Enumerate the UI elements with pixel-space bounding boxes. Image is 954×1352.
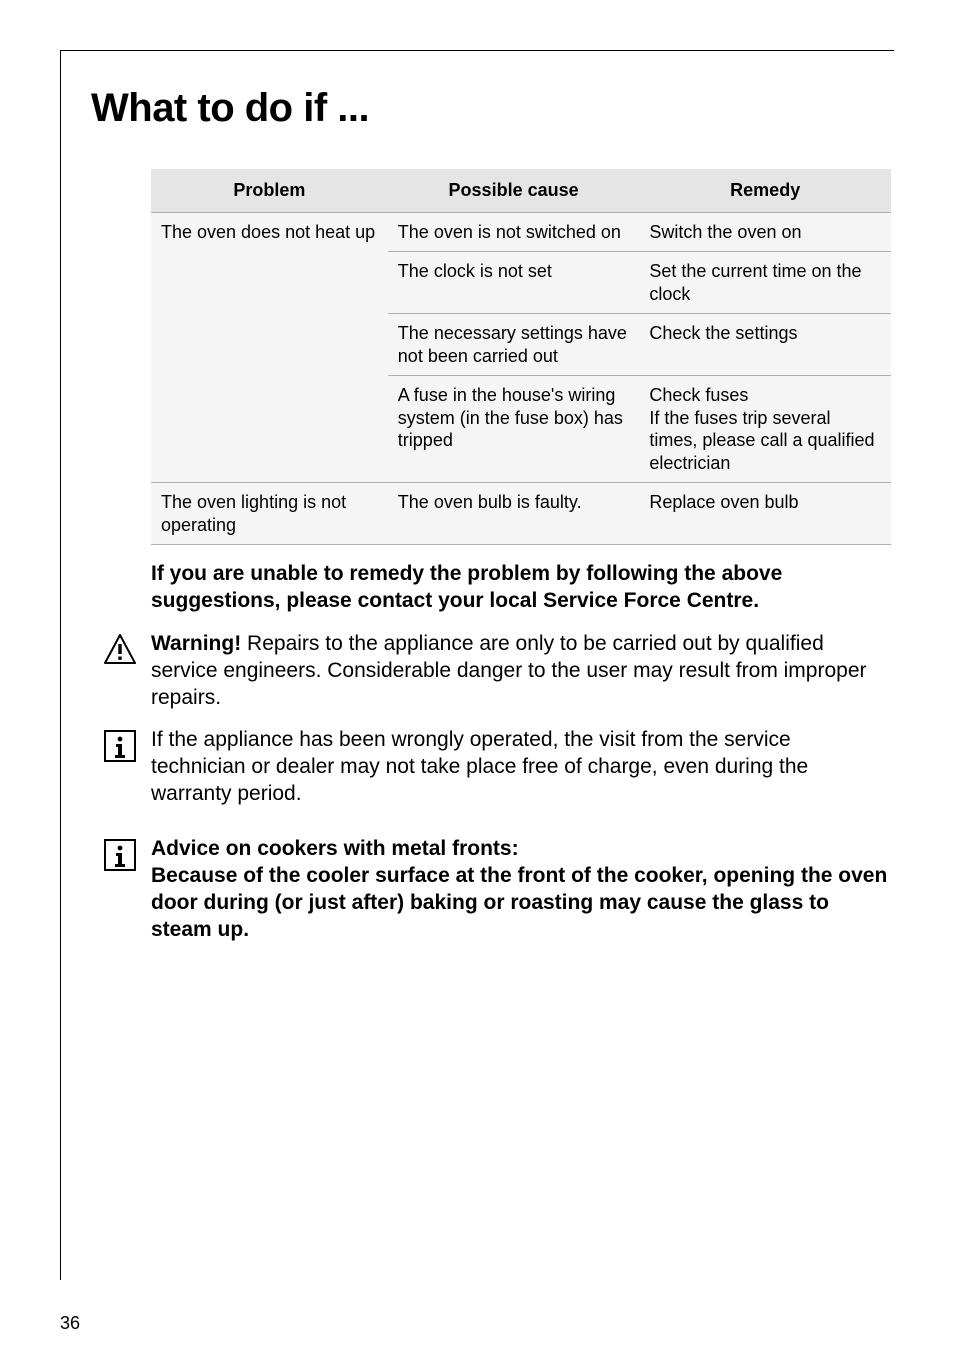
cell-remedy-3: Check the settings [639,314,891,376]
advice-text: Advice on cookers with metal fronts: Bec… [151,836,891,944]
cell-remedy-4: Check fuses If the fuses trip several ti… [639,376,891,483]
content-frame: What to do if ... Problem Possible cause… [60,50,894,1280]
contact-service-para: If you are unable to remedy the problem … [151,561,891,615]
info-icon [103,729,137,763]
info-block-1: If the appliance has been wrongly operat… [151,727,891,808]
warning-label: Warning! [151,632,241,655]
cell-problem-1: The oven does not heat up [151,212,388,483]
advice-body: Because of the cooler surface at the fro… [151,863,891,944]
page: What to do if ... Problem Possible cause… [0,0,954,1352]
th-remedy: Remedy [639,169,891,212]
page-title: What to do if ... [91,86,894,131]
table-header-row: Problem Possible cause Remedy [151,169,891,212]
cell-cause-5: The oven bulb is faulty. [388,483,640,545]
info-block-2: Advice on cookers with metal fronts: Bec… [151,836,891,944]
table-row: The oven lighting is not operating The o… [151,483,891,545]
content-block: Problem Possible cause Remedy The oven d… [151,169,891,944]
cell-cause-4: A fuse in the house's wiring system (in … [388,376,640,483]
warning-body: Repairs to the appliance are only to be … [151,632,867,709]
th-problem: Problem [151,169,388,212]
advice-heading: Advice on cookers with metal fronts: [151,836,891,863]
warning-block: Warning! Repairs to the appliance are on… [151,631,891,712]
troubleshooting-table: Problem Possible cause Remedy The oven d… [151,169,891,545]
info1-text: If the appliance has been wrongly operat… [151,727,891,808]
cell-cause-3: The necessary settings have not been car… [388,314,640,376]
warning-icon [103,633,137,667]
cell-cause-1: The oven is not switched on [388,212,640,252]
info-icon [103,838,137,872]
cell-cause-2: The clock is not set [388,252,640,314]
cell-remedy-2: Set the current time on the clock [639,252,891,314]
warning-text: Warning! Repairs to the appliance are on… [151,631,891,712]
th-cause: Possible cause [388,169,640,212]
cell-remedy-1: Switch the oven on [639,212,891,252]
table-row: The oven does not heat up The oven is no… [151,212,891,252]
cell-remedy-5: Replace oven bulb [639,483,891,545]
page-number: 36 [60,1313,80,1334]
cell-problem-5: The oven lighting is not operating [151,483,388,545]
